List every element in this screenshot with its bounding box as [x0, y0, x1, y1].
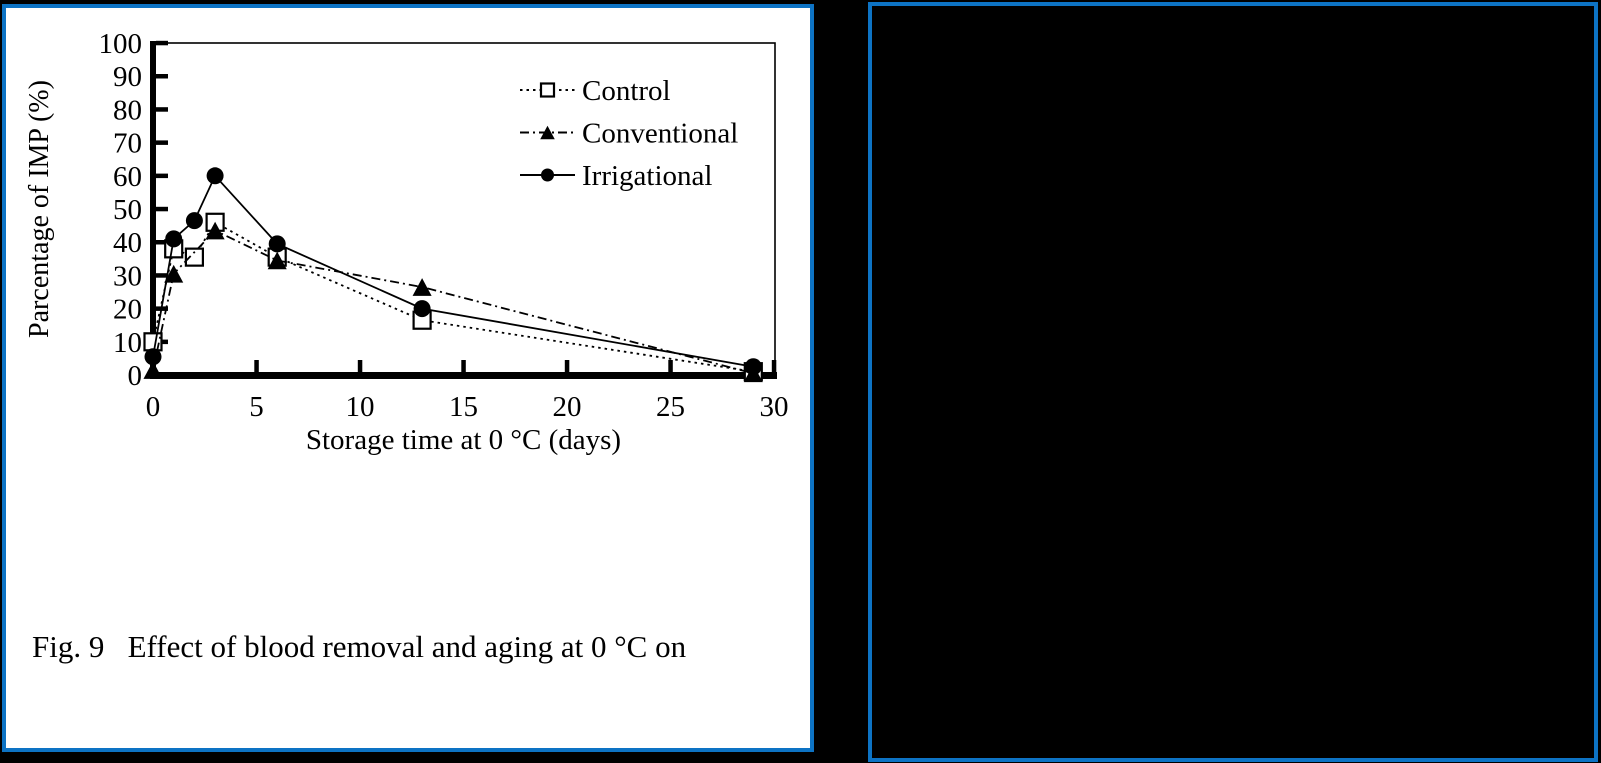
x-tick — [357, 360, 363, 372]
y-tick — [156, 372, 168, 378]
figure-caption: Fig. 9 Effect of blood removal and aging… — [32, 512, 686, 763]
series-line-conventional — [152, 229, 754, 375]
y-tick — [156, 140, 168, 145]
y-axis-line — [150, 41, 156, 379]
caption-line-1: Fig. 9 Effect of blood removal and aging… — [32, 629, 687, 664]
y-tick-label: 60 — [113, 161, 142, 193]
series-control — [143, 212, 763, 382]
data-point-irrigational — [268, 235, 286, 253]
data-point-conventional — [412, 278, 432, 296]
x-tick-label: 5 — [249, 391, 264, 423]
y-axis-title: Parcentage of IMP (%) — [24, 80, 55, 338]
data-point-irrigational — [413, 300, 431, 318]
legend-marker-triangle-filled — [540, 125, 555, 140]
y-tick-label: 20 — [113, 294, 142, 326]
y-tick — [156, 206, 168, 212]
series-irrigational — [144, 167, 762, 376]
blank-panel — [868, 2, 1598, 762]
x-tick-label: 15 — [449, 391, 478, 423]
x-axis-line — [150, 372, 777, 379]
x-tick-label: 20 — [553, 391, 582, 423]
series-conventional — [143, 221, 763, 383]
data-point-irrigational — [144, 348, 162, 366]
data-point-irrigational — [165, 230, 183, 248]
legend-item-irrigational: Irrigational — [520, 160, 712, 192]
figure-panel: 0 10 20 30 40 50 60 70 80 90 100 0 5 10 15 20 25 30 Parcen… — [2, 4, 814, 752]
series-line-irrigational — [152, 174, 754, 368]
y-tick-label: 50 — [113, 194, 142, 226]
data-point-control — [143, 332, 163, 352]
data-point-conventional — [205, 221, 225, 240]
y-tick — [156, 107, 168, 112]
data-point-conventional — [267, 251, 287, 270]
y-tick-label: 70 — [113, 128, 142, 160]
data-point-irrigational — [744, 358, 762, 376]
y-tick-label: 10 — [113, 327, 142, 359]
y-tick-label: 40 — [113, 227, 142, 259]
y-tick-label: 100 — [99, 28, 143, 60]
x-tick — [254, 360, 259, 372]
data-point-conventional — [143, 361, 163, 379]
data-point-conventional — [164, 264, 184, 283]
x-axis-title: Storage time at 0 °C (days) — [306, 424, 621, 456]
legend: Control Conventional Irrigational — [520, 75, 738, 192]
legend-marker-square-open — [539, 82, 556, 98]
x-tick-label: 10 — [346, 391, 375, 423]
y-tick — [156, 173, 168, 179]
series-line-control — [152, 221, 754, 373]
legend-marker-circle-filled — [541, 168, 554, 182]
y-tick — [156, 240, 168, 245]
y-tick-label: 0 — [128, 360, 143, 392]
legend-label: Irrigational — [582, 160, 712, 192]
x-tick — [668, 360, 673, 372]
y-tick-label: 80 — [113, 94, 142, 126]
legend-item-control: Control — [520, 75, 671, 107]
x-tick — [564, 360, 570, 372]
x-tick — [461, 360, 466, 372]
x-tick-label: 0 — [146, 391, 161, 423]
data-point-irrigational — [185, 212, 203, 230]
data-point-control — [184, 247, 204, 267]
x-tick-label: 30 — [760, 391, 789, 423]
legend-label: Conventional — [582, 118, 738, 150]
y-tick — [156, 40, 168, 46]
legend-label: Control — [582, 75, 671, 107]
x-tick — [771, 360, 777, 372]
y-tick — [156, 273, 168, 278]
legend-item-conventional: Conventional — [520, 118, 738, 150]
y-tick — [156, 74, 168, 79]
data-point-irrigational — [206, 167, 224, 185]
x-tick-label: 25 — [656, 391, 685, 423]
y-tick-label: 90 — [113, 61, 142, 93]
y-tick-label: 30 — [113, 260, 142, 292]
